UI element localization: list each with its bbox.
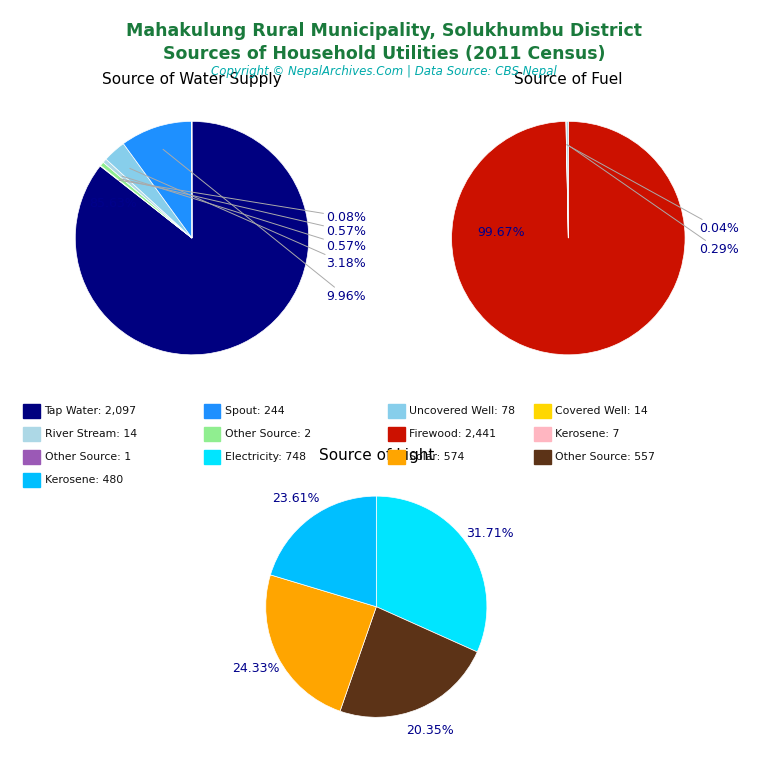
Text: 23.61%: 23.61% — [272, 492, 319, 505]
Wedge shape — [376, 496, 487, 652]
Text: 0.29%: 0.29% — [568, 144, 739, 257]
Text: River Stream: 14: River Stream: 14 — [45, 429, 137, 439]
Text: 0.04%: 0.04% — [567, 144, 739, 235]
Text: Spout: 244: Spout: 244 — [225, 406, 285, 416]
Text: Other Source: 2: Other Source: 2 — [225, 429, 311, 439]
Wedge shape — [103, 159, 192, 238]
Wedge shape — [75, 121, 309, 355]
Text: 0.57%: 0.57% — [122, 176, 366, 253]
Wedge shape — [270, 496, 376, 607]
Wedge shape — [100, 166, 192, 238]
Wedge shape — [101, 162, 192, 238]
Title: Source of Fuel: Source of Fuel — [514, 72, 623, 87]
Text: 99.67%: 99.67% — [477, 226, 525, 239]
Title: Source of Light: Source of Light — [319, 449, 434, 463]
Text: Kerosene: 480: Kerosene: 480 — [45, 475, 123, 485]
Text: Tap Water: 2,097: Tap Water: 2,097 — [45, 406, 137, 416]
Wedge shape — [566, 121, 568, 238]
Wedge shape — [124, 121, 192, 238]
Text: 0.08%: 0.08% — [119, 180, 366, 223]
Text: Other Source: 1: Other Source: 1 — [45, 452, 131, 462]
Text: Copyright © NepalArchives.Com | Data Source: CBS Nepal: Copyright © NepalArchives.Com | Data Sou… — [211, 65, 557, 78]
Text: 85.63%: 85.63% — [89, 197, 137, 210]
Title: Source of Water Supply: Source of Water Supply — [102, 72, 282, 87]
Text: Uncovered Well: 78: Uncovered Well: 78 — [409, 406, 515, 416]
Text: Kerosene: 7: Kerosene: 7 — [555, 429, 620, 439]
Wedge shape — [266, 575, 376, 711]
Text: 3.18%: 3.18% — [130, 168, 366, 270]
Wedge shape — [106, 144, 192, 238]
Text: Mahakulung Rural Municipality, Solukhumbu District
Sources of Household Utilitie: Mahakulung Rural Municipality, Solukhumb… — [126, 22, 642, 63]
Text: Electricity: 748: Electricity: 748 — [225, 452, 306, 462]
Wedge shape — [340, 607, 477, 717]
Text: Covered Well: 14: Covered Well: 14 — [555, 406, 648, 416]
Text: 9.96%: 9.96% — [163, 149, 366, 303]
Wedge shape — [452, 121, 685, 355]
Text: 31.71%: 31.71% — [465, 527, 513, 540]
Text: Other Source: 557: Other Source: 557 — [555, 452, 655, 462]
Text: Solar: 574: Solar: 574 — [409, 452, 465, 462]
Text: 20.35%: 20.35% — [406, 724, 454, 737]
Text: Firewood: 2,441: Firewood: 2,441 — [409, 429, 496, 439]
Wedge shape — [566, 121, 568, 238]
Text: 24.33%: 24.33% — [233, 661, 280, 674]
Text: 0.57%: 0.57% — [120, 179, 366, 237]
